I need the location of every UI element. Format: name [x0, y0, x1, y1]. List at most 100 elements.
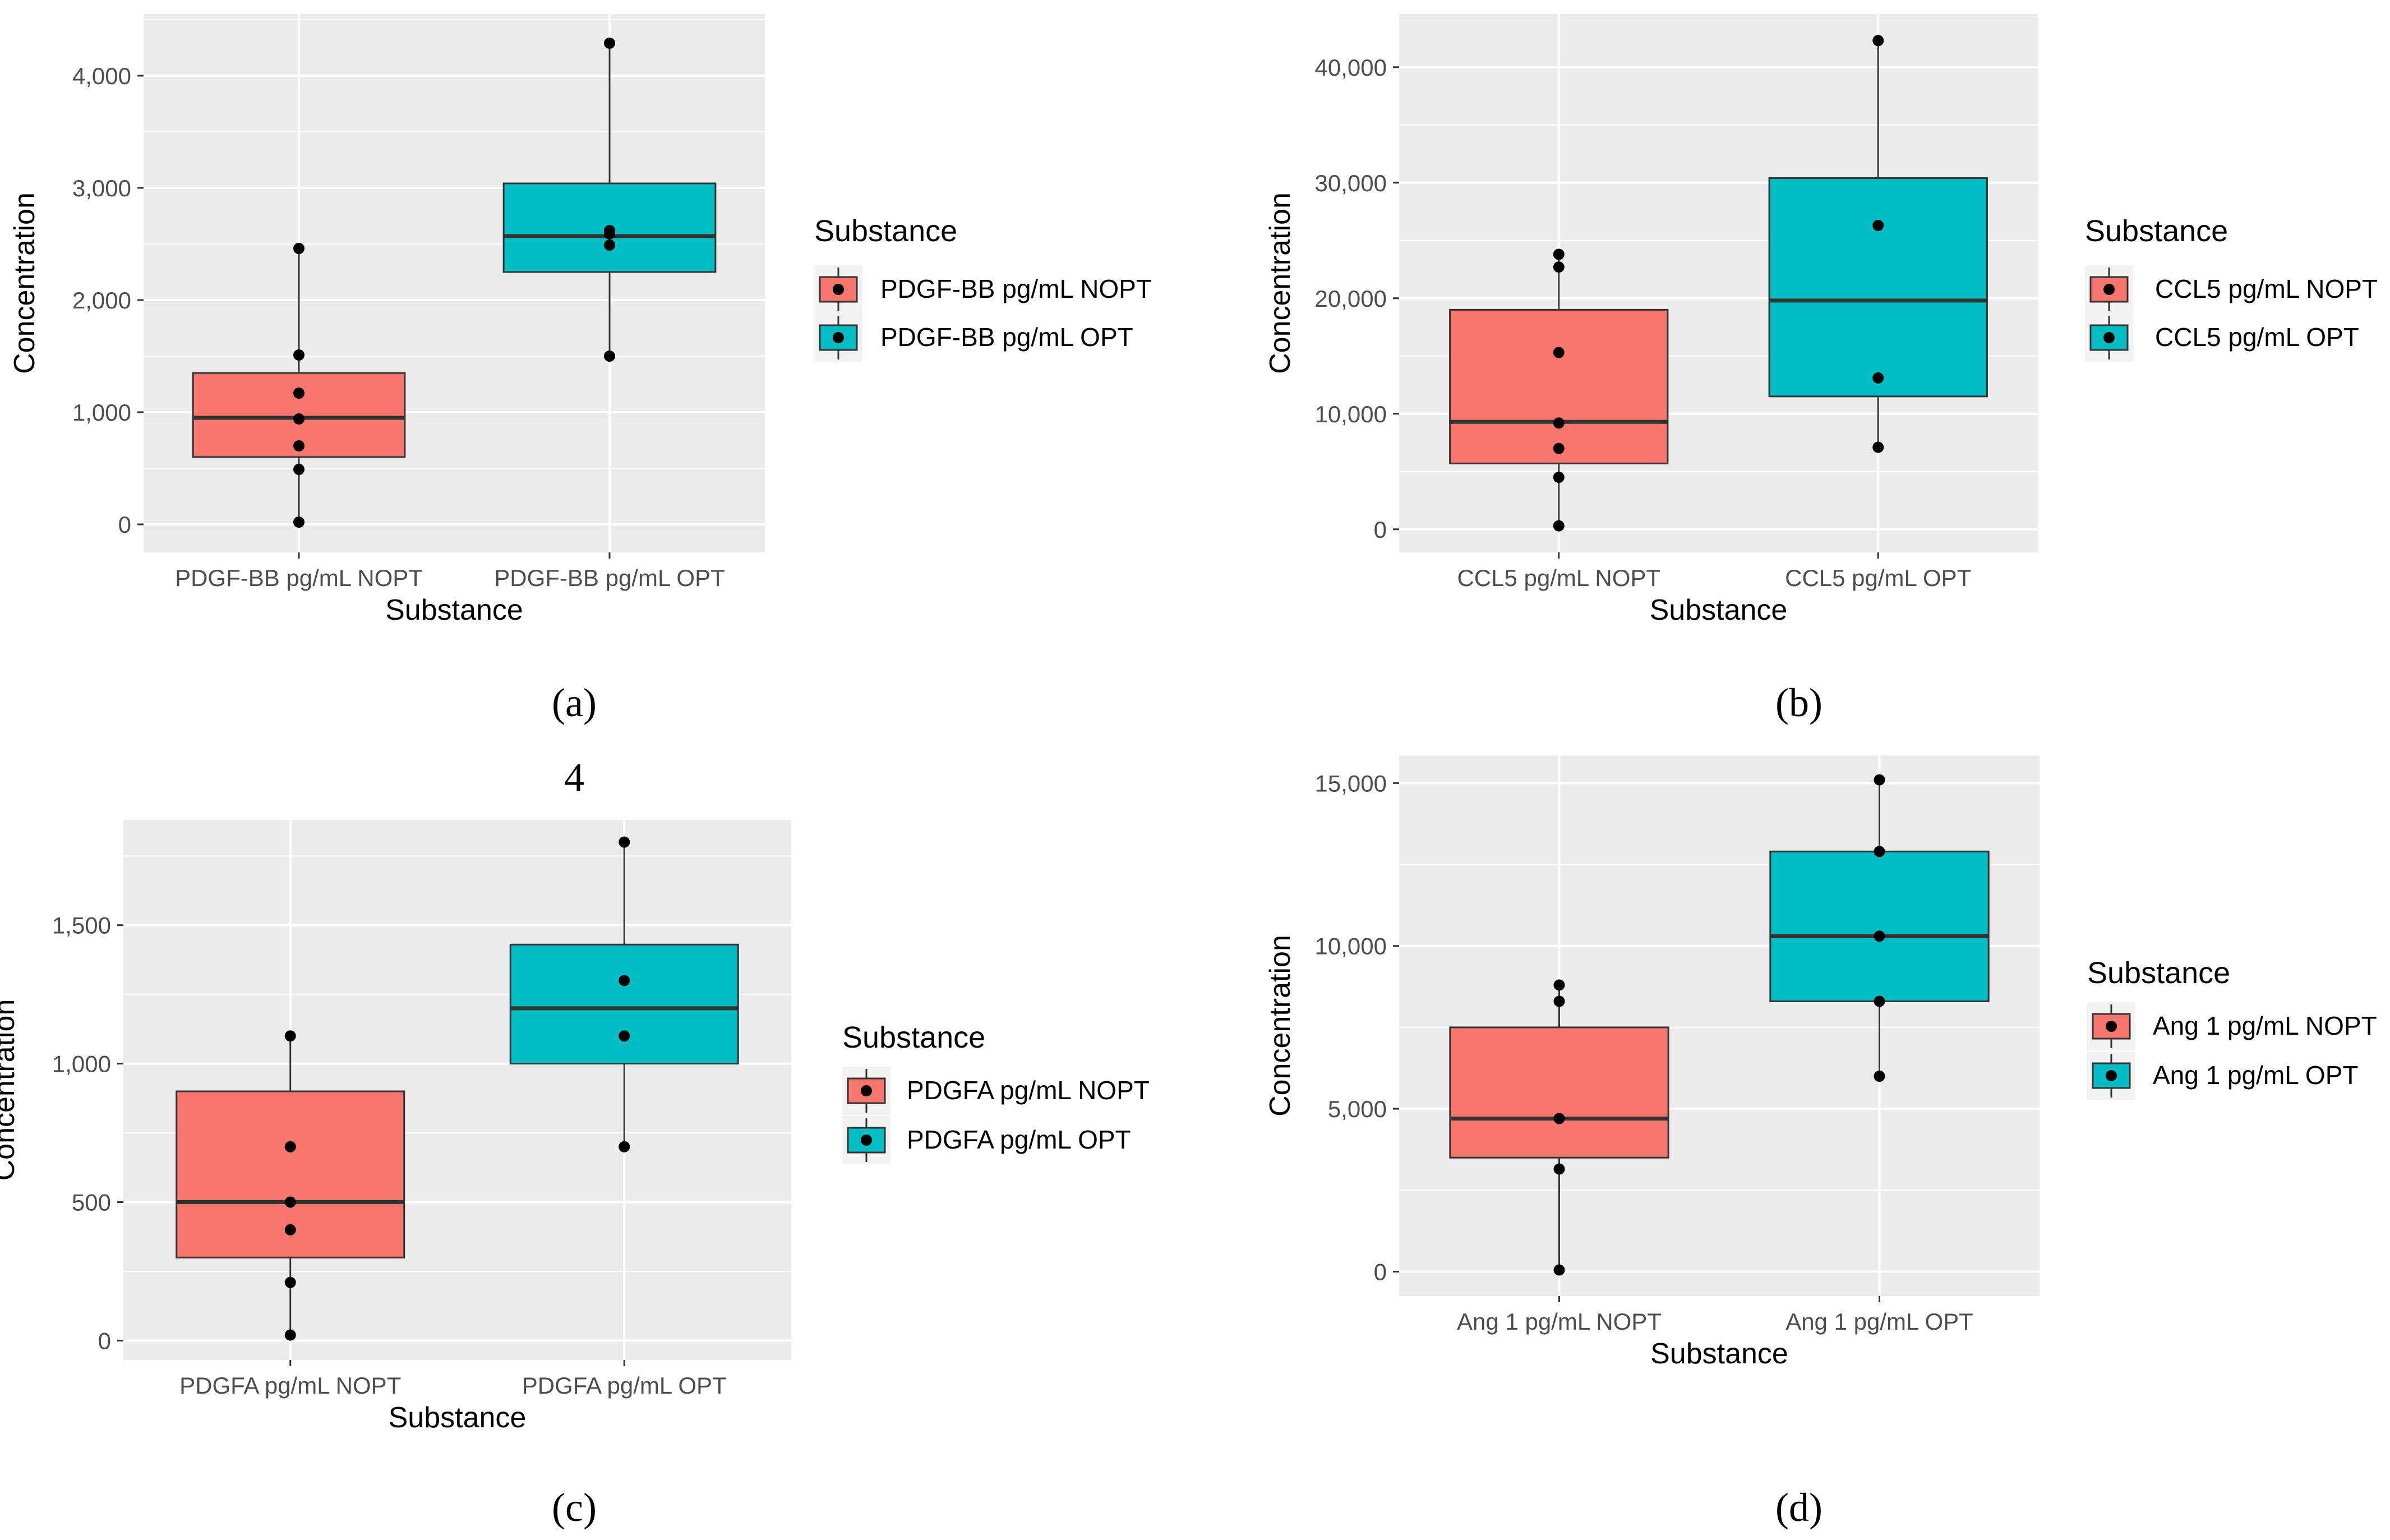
- data-point: [619, 975, 630, 986]
- legend-key-opt: CCL5 pg/mL OPT: [2085, 313, 2359, 362]
- box-opt: [502, 38, 717, 362]
- y-tick-label: 0: [98, 1327, 111, 1354]
- box-nopt: [1449, 248, 1669, 532]
- legend-label: Ang 1 pg/mL OPT: [2153, 1061, 2358, 1090]
- data-point: [1553, 1264, 1565, 1276]
- y-tick-label: 3,000: [72, 175, 131, 201]
- x-axis-title: Substance: [385, 594, 523, 626]
- y-tick-label: 4,000: [72, 63, 131, 89]
- data-point: [604, 38, 615, 49]
- x-tick-label: CCL5 pg/mL NOPT: [1457, 565, 1660, 591]
- box-nopt: [192, 243, 406, 528]
- data-point: [1553, 472, 1565, 483]
- data-point: [1553, 995, 1565, 1007]
- chart-c: 0 500 1,000 1,500 PDGFA pg/mL NOPT PDGFA pg/m…: [0, 820, 1150, 1434]
- data-point: [604, 351, 615, 362]
- x-tick-label: Ang 1 pg/mL OPT: [1785, 1308, 1973, 1335]
- data-point: [293, 440, 304, 451]
- y-tick-label: 1,000: [52, 1051, 111, 1077]
- legend-key-opt: Ang 1 pg/mL OPT: [2087, 1052, 2358, 1100]
- y-tick-label: 1,500: [52, 912, 111, 939]
- data-point: [1553, 417, 1565, 429]
- legend-key-box: [2089, 324, 2129, 351]
- data-point: [604, 239, 615, 251]
- chart-a: 0 1,000 2,000 3,000 4,000 PDGF-BB pg/mL NOPT P…: [8, 14, 1152, 626]
- data-point: [1872, 372, 1884, 384]
- data-point: [293, 517, 304, 528]
- data-point: [284, 1224, 296, 1235]
- legend-label: CCL5 pg/mL OPT: [2155, 322, 2359, 352]
- legend-key-point: [2103, 332, 2115, 343]
- legend-key-point: [861, 1135, 872, 1146]
- data-point: [1874, 774, 1885, 786]
- y-tick-label: 20,000: [1315, 285, 1387, 312]
- y-tick-label: 30,000: [1315, 170, 1387, 196]
- legend-title: Substance: [2085, 214, 2228, 248]
- stray-page-number: 4: [564, 755, 584, 800]
- legend-key-nopt: PDGFA pg/mL NOPT: [842, 1067, 1150, 1115]
- data-point: [284, 1329, 296, 1341]
- y-tick-label: 500: [72, 1189, 111, 1216]
- data-point: [1553, 520, 1565, 532]
- data-point: [293, 464, 304, 475]
- legend-key-box: [847, 1077, 886, 1104]
- data-point: [619, 1141, 630, 1152]
- y-axis-title: Concentration: [8, 192, 41, 374]
- data-point: [284, 1141, 296, 1152]
- data-point: [604, 225, 615, 236]
- x-tick-label: Ang 1 pg/mL NOPT: [1457, 1308, 1662, 1335]
- x-axis-title: Substance: [1650, 1338, 1788, 1370]
- data-point: [284, 1276, 296, 1288]
- data-point: [1874, 1071, 1885, 1082]
- legend-key-point: [861, 1085, 872, 1096]
- box-nopt: [176, 1030, 405, 1341]
- legend-title: Substance: [814, 214, 957, 248]
- legend-key-point: [2106, 1021, 2117, 1032]
- box-opt: [1768, 35, 1988, 453]
- box-opt: [509, 836, 739, 1152]
- legend-key-opt: PDGF-BB pg/mL OPT: [814, 313, 1133, 362]
- y-tick-label: 10,000: [1315, 933, 1387, 960]
- y-axis-title: Concentration: [1264, 935, 1296, 1117]
- x-axis-title: Substance: [389, 1401, 527, 1434]
- legend-key-nopt: PDGF-BB pg/mL NOPT: [814, 265, 1152, 313]
- data-point: [1874, 995, 1885, 1007]
- legend-label: Ang 1 pg/mL NOPT: [2153, 1011, 2377, 1040]
- legend-key-box: [819, 324, 858, 351]
- legend-key-point: [2106, 1070, 2117, 1081]
- caption-c: (c): [552, 1485, 597, 1530]
- box-iqr: [1769, 850, 1990, 1002]
- box-iqr: [1768, 177, 1988, 398]
- data-point: [1874, 846, 1885, 857]
- caption-d: (d): [1775, 1485, 1823, 1530]
- y-tick-label: 1,000: [72, 399, 131, 426]
- legend-label: PDGF-BB pg/mL OPT: [880, 322, 1133, 352]
- plot-panel: [144, 14, 765, 552]
- data-point: [619, 1030, 630, 1042]
- data-point: [1553, 1163, 1565, 1175]
- data-point: [1872, 441, 1884, 453]
- data-point: [619, 836, 630, 848]
- legend-key-nopt: Ang 1 pg/mL NOPT: [2087, 1002, 2377, 1050]
- data-point: [293, 243, 304, 254]
- data-point: [284, 1196, 296, 1208]
- x-tick-label: PDGFA pg/mL OPT: [522, 1372, 727, 1399]
- data-point: [1553, 248, 1565, 260]
- legend-key-point: [833, 284, 844, 295]
- x-tick-label: PDGFA pg/mL NOPT: [179, 1372, 401, 1399]
- data-point: [1872, 219, 1884, 231]
- legend-key-point: [833, 332, 844, 343]
- chart-d: 0 5,000 10,000 15,000 Ang 1 pg/mL NOPT Ang 1 …: [1264, 755, 2377, 1370]
- plot-panel: [1399, 755, 2040, 1296]
- box-opt: [1769, 774, 1990, 1082]
- box-iqr: [1449, 308, 1669, 464]
- x-tick-label: PDGF-BB pg/mL NOPT: [175, 565, 423, 591]
- box-iqr: [509, 943, 739, 1065]
- legend-label: PDGFA pg/mL OPT: [907, 1125, 1131, 1154]
- legend-label: CCL5 pg/mL NOPT: [2155, 274, 2378, 303]
- legend-key-point: [2103, 284, 2115, 295]
- x-tick-label: CCL5 pg/mL OPT: [1785, 565, 1971, 591]
- y-tick-label: 10,000: [1315, 401, 1387, 427]
- legend-title: Substance: [2087, 956, 2230, 990]
